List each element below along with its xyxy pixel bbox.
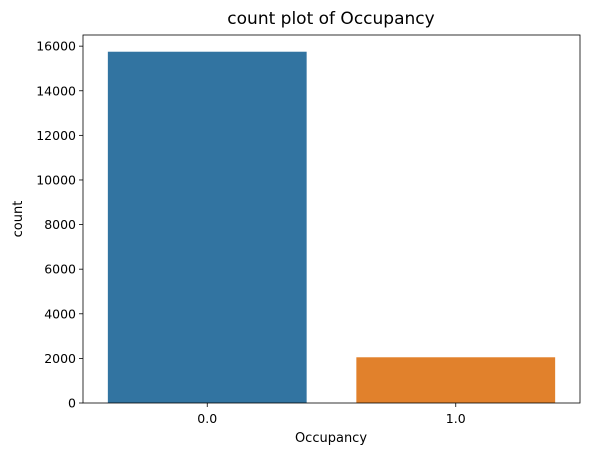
y-tick-label: 2000 <box>44 351 76 366</box>
bar-0-0 <box>107 51 307 404</box>
y-tick-label: 0 <box>68 396 76 411</box>
x-tick-label: 1.0 <box>446 411 466 426</box>
plot-frame <box>82 34 581 404</box>
x-axis-label: Occupancy <box>295 431 367 446</box>
y-axis-ticks: 0 2000 4000 6000 8000 10000 12000 14000 16000 <box>36 39 83 411</box>
y-tick-label: 4000 <box>44 306 76 321</box>
x-tick-label: 0.0 <box>197 411 217 426</box>
y-tick-label: 16000 <box>36 39 76 54</box>
bars-group <box>107 51 556 404</box>
y-tick-label: 12000 <box>36 128 76 143</box>
x-axis-ticks: 0.0 1.0 <box>197 403 466 426</box>
chart-title: count plot of Occupancy <box>227 9 434 29</box>
y-tick-label: 10000 <box>36 172 76 187</box>
y-axis-label: count <box>11 201 26 238</box>
y-tick-label: 8000 <box>44 217 76 232</box>
bar-1-0 <box>356 357 556 403</box>
y-tick-label: 6000 <box>44 262 76 277</box>
y-tick-label: 14000 <box>36 83 76 98</box>
